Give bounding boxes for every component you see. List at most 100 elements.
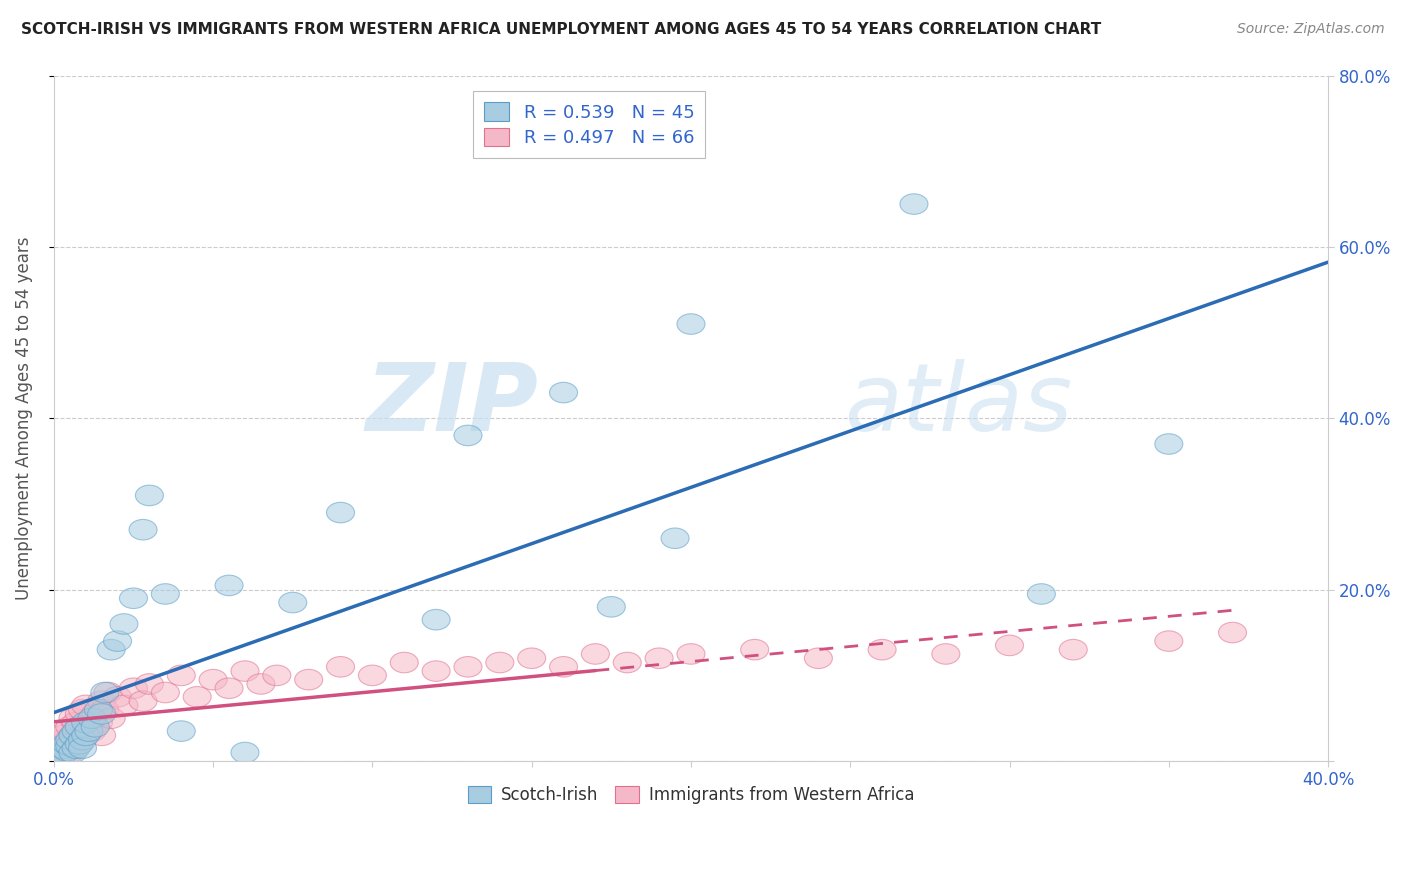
Ellipse shape bbox=[104, 631, 132, 651]
Ellipse shape bbox=[46, 744, 75, 764]
Ellipse shape bbox=[87, 704, 115, 724]
Ellipse shape bbox=[44, 747, 72, 767]
Ellipse shape bbox=[62, 738, 90, 758]
Ellipse shape bbox=[104, 687, 132, 707]
Ellipse shape bbox=[52, 738, 80, 758]
Ellipse shape bbox=[391, 652, 418, 673]
Ellipse shape bbox=[91, 699, 120, 720]
Text: SCOTCH-IRISH VS IMMIGRANTS FROM WESTERN AFRICA UNEMPLOYMENT AMONG AGES 45 TO 54 : SCOTCH-IRISH VS IMMIGRANTS FROM WESTERN … bbox=[21, 22, 1101, 37]
Ellipse shape bbox=[97, 708, 125, 729]
Ellipse shape bbox=[422, 609, 450, 630]
Ellipse shape bbox=[422, 661, 450, 681]
Ellipse shape bbox=[59, 725, 87, 746]
Ellipse shape bbox=[75, 721, 103, 741]
Ellipse shape bbox=[87, 725, 115, 746]
Ellipse shape bbox=[167, 665, 195, 686]
Ellipse shape bbox=[84, 699, 112, 720]
Ellipse shape bbox=[72, 712, 100, 733]
Ellipse shape bbox=[62, 730, 90, 750]
Ellipse shape bbox=[91, 682, 120, 703]
Ellipse shape bbox=[1154, 434, 1182, 454]
Ellipse shape bbox=[59, 708, 87, 729]
Ellipse shape bbox=[868, 640, 896, 660]
Ellipse shape bbox=[550, 657, 578, 677]
Ellipse shape bbox=[84, 712, 112, 733]
Ellipse shape bbox=[676, 314, 704, 334]
Ellipse shape bbox=[263, 665, 291, 686]
Ellipse shape bbox=[65, 704, 93, 724]
Ellipse shape bbox=[69, 699, 97, 720]
Ellipse shape bbox=[59, 742, 87, 763]
Ellipse shape bbox=[135, 673, 163, 694]
Ellipse shape bbox=[326, 502, 354, 523]
Ellipse shape bbox=[183, 687, 211, 707]
Ellipse shape bbox=[49, 744, 77, 764]
Ellipse shape bbox=[79, 708, 105, 729]
Ellipse shape bbox=[56, 742, 84, 763]
Ellipse shape bbox=[326, 657, 354, 677]
Ellipse shape bbox=[46, 733, 75, 755]
Ellipse shape bbox=[44, 747, 72, 767]
Ellipse shape bbox=[87, 690, 115, 712]
Ellipse shape bbox=[995, 635, 1024, 656]
Text: Source: ZipAtlas.com: Source: ZipAtlas.com bbox=[1237, 22, 1385, 37]
Ellipse shape bbox=[110, 614, 138, 634]
Ellipse shape bbox=[52, 721, 80, 741]
Ellipse shape bbox=[62, 712, 90, 733]
Ellipse shape bbox=[613, 652, 641, 673]
Ellipse shape bbox=[69, 730, 97, 750]
Ellipse shape bbox=[231, 661, 259, 681]
Ellipse shape bbox=[46, 742, 75, 763]
Ellipse shape bbox=[56, 735, 84, 756]
Ellipse shape bbox=[94, 682, 122, 703]
Ellipse shape bbox=[932, 644, 960, 665]
Ellipse shape bbox=[65, 733, 93, 755]
Ellipse shape bbox=[49, 742, 77, 763]
Ellipse shape bbox=[676, 644, 704, 665]
Ellipse shape bbox=[44, 738, 72, 758]
Text: ZIP: ZIP bbox=[366, 359, 538, 450]
Ellipse shape bbox=[65, 733, 93, 755]
Ellipse shape bbox=[129, 519, 157, 540]
Ellipse shape bbox=[581, 644, 609, 665]
Ellipse shape bbox=[1028, 583, 1056, 604]
Ellipse shape bbox=[645, 648, 673, 668]
Legend: Scotch-Irish, Immigrants from Western Africa: Scotch-Irish, Immigrants from Western Af… bbox=[458, 776, 924, 814]
Ellipse shape bbox=[741, 640, 769, 660]
Ellipse shape bbox=[69, 738, 97, 758]
Ellipse shape bbox=[49, 725, 77, 746]
Ellipse shape bbox=[97, 640, 125, 660]
Ellipse shape bbox=[72, 725, 100, 746]
Ellipse shape bbox=[359, 665, 387, 686]
Ellipse shape bbox=[62, 721, 90, 741]
Ellipse shape bbox=[75, 716, 103, 737]
Ellipse shape bbox=[1154, 631, 1182, 651]
Ellipse shape bbox=[120, 588, 148, 608]
Y-axis label: Unemployment Among Ages 45 to 54 years: Unemployment Among Ages 45 to 54 years bbox=[15, 236, 32, 600]
Ellipse shape bbox=[454, 425, 482, 446]
Ellipse shape bbox=[82, 704, 110, 724]
Ellipse shape bbox=[661, 528, 689, 549]
Ellipse shape bbox=[69, 725, 97, 746]
Ellipse shape bbox=[247, 673, 276, 694]
Ellipse shape bbox=[56, 730, 84, 750]
Ellipse shape bbox=[120, 678, 148, 698]
Ellipse shape bbox=[110, 695, 138, 715]
Ellipse shape bbox=[295, 669, 323, 690]
Text: atlas: atlas bbox=[844, 359, 1073, 450]
Ellipse shape bbox=[215, 575, 243, 596]
Ellipse shape bbox=[59, 738, 87, 758]
Ellipse shape bbox=[550, 383, 578, 403]
Ellipse shape bbox=[1059, 640, 1087, 660]
Ellipse shape bbox=[152, 583, 180, 604]
Ellipse shape bbox=[72, 695, 100, 715]
Ellipse shape bbox=[167, 721, 195, 741]
Ellipse shape bbox=[129, 690, 157, 712]
Ellipse shape bbox=[135, 485, 163, 506]
Ellipse shape bbox=[486, 652, 513, 673]
Ellipse shape bbox=[52, 740, 80, 761]
Ellipse shape bbox=[79, 721, 105, 741]
Ellipse shape bbox=[215, 678, 243, 698]
Ellipse shape bbox=[200, 669, 228, 690]
Ellipse shape bbox=[598, 597, 626, 617]
